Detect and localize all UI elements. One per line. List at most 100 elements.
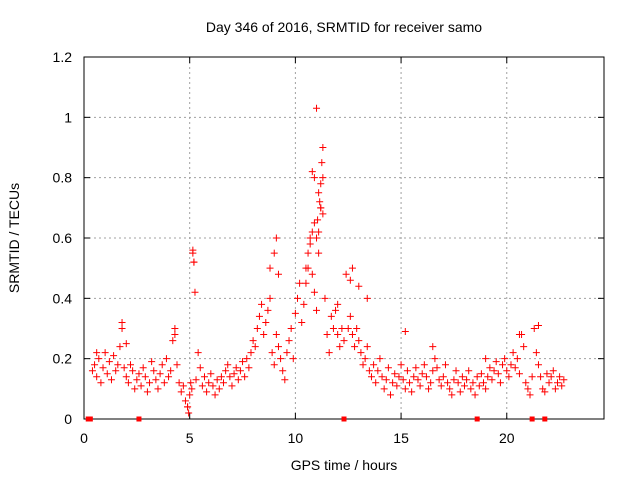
- data-point: [418, 370, 426, 378]
- data-point: [441, 361, 449, 369]
- data-point: [370, 361, 378, 369]
- data-point: [406, 379, 414, 387]
- data-point: [88, 367, 96, 375]
- axis-markers: [85, 416, 548, 422]
- y-axis-label: SRMTID / TECUs: [6, 183, 22, 293]
- data-point: [118, 325, 126, 332]
- data-point: [120, 364, 128, 372]
- data-point: [480, 379, 488, 387]
- y-tick-label: 0.2: [53, 351, 73, 367]
- data-point: [277, 355, 285, 363]
- data-point: [198, 382, 206, 390]
- data-point: [422, 373, 430, 381]
- data-point: [314, 216, 322, 224]
- data-point: [160, 379, 168, 387]
- data-point: [511, 364, 519, 372]
- data-point: [334, 331, 342, 339]
- data-point: [249, 337, 257, 345]
- data-point: [488, 376, 496, 384]
- data-point: [146, 379, 154, 387]
- data-point: [93, 373, 101, 381]
- data-point: [258, 300, 266, 308]
- data-point: [374, 367, 382, 375]
- data-point: [129, 367, 137, 375]
- data-point: [344, 325, 352, 332]
- data-point: [473, 373, 481, 381]
- data-point: [228, 382, 236, 390]
- data-point: [353, 325, 361, 332]
- data-point: [317, 180, 325, 188]
- data-point: [446, 385, 454, 393]
- data-point: [243, 355, 251, 363]
- data-point: [425, 385, 433, 393]
- y-tick-label: 1: [64, 109, 72, 125]
- data-point: [408, 388, 416, 396]
- data-point: [191, 288, 199, 296]
- data-point: [475, 382, 483, 390]
- data-point: [486, 364, 494, 372]
- data-point: [346, 276, 354, 284]
- axis-marker: [341, 416, 347, 422]
- data-point: [342, 270, 350, 278]
- data-point: [99, 364, 107, 372]
- data-points: [88, 104, 568, 417]
- data-point: [308, 168, 316, 176]
- y-tick-label: 0.8: [53, 170, 73, 186]
- data-point: [416, 382, 424, 390]
- data-point: [274, 343, 282, 351]
- x-ticks: 0 5 10 15 20: [80, 57, 515, 446]
- data-point: [167, 367, 175, 375]
- data-point: [336, 343, 344, 351]
- data-point: [207, 370, 215, 378]
- data-point: [91, 361, 99, 369]
- data-point: [456, 388, 464, 396]
- data-point: [528, 373, 536, 381]
- data-point: [541, 388, 549, 396]
- data-point: [403, 367, 411, 375]
- data-point: [156, 370, 164, 378]
- data-point: [196, 364, 204, 372]
- data-point: [118, 318, 126, 326]
- data-point: [107, 376, 115, 384]
- data-point: [110, 352, 118, 360]
- data-point: [287, 325, 295, 332]
- data-point: [460, 382, 468, 390]
- data-point: [515, 331, 523, 339]
- data-point: [429, 367, 437, 375]
- data-point: [185, 409, 193, 417]
- data-point: [384, 364, 392, 372]
- data-point: [143, 388, 151, 396]
- x-tick-label: 0: [80, 430, 88, 446]
- y-tick-label: 1.2: [53, 49, 73, 65]
- data-point: [236, 367, 244, 375]
- data-point: [175, 379, 183, 387]
- data-point: [184, 403, 192, 411]
- data-point: [139, 364, 147, 372]
- data-point: [534, 361, 542, 369]
- data-point: [310, 219, 318, 227]
- data-point: [372, 379, 380, 387]
- data-point: [230, 370, 238, 378]
- data-point: [484, 373, 492, 381]
- data-point: [203, 388, 211, 396]
- data-point: [266, 294, 274, 302]
- data-point: [505, 373, 513, 381]
- data-point: [556, 373, 564, 381]
- data-point: [148, 358, 156, 366]
- data-point: [338, 325, 346, 332]
- data-point: [482, 355, 490, 363]
- data-point: [158, 361, 166, 369]
- data-point: [112, 367, 120, 375]
- data-point: [270, 249, 278, 257]
- data-point: [220, 379, 228, 387]
- data-point: [152, 376, 160, 384]
- data-point: [245, 364, 253, 372]
- data-point: [348, 331, 356, 339]
- data-point: [179, 382, 187, 390]
- data-point: [389, 379, 397, 387]
- data-point: [313, 234, 321, 242]
- data-point: [537, 373, 545, 381]
- data-point: [327, 312, 335, 320]
- data-point: [526, 391, 534, 399]
